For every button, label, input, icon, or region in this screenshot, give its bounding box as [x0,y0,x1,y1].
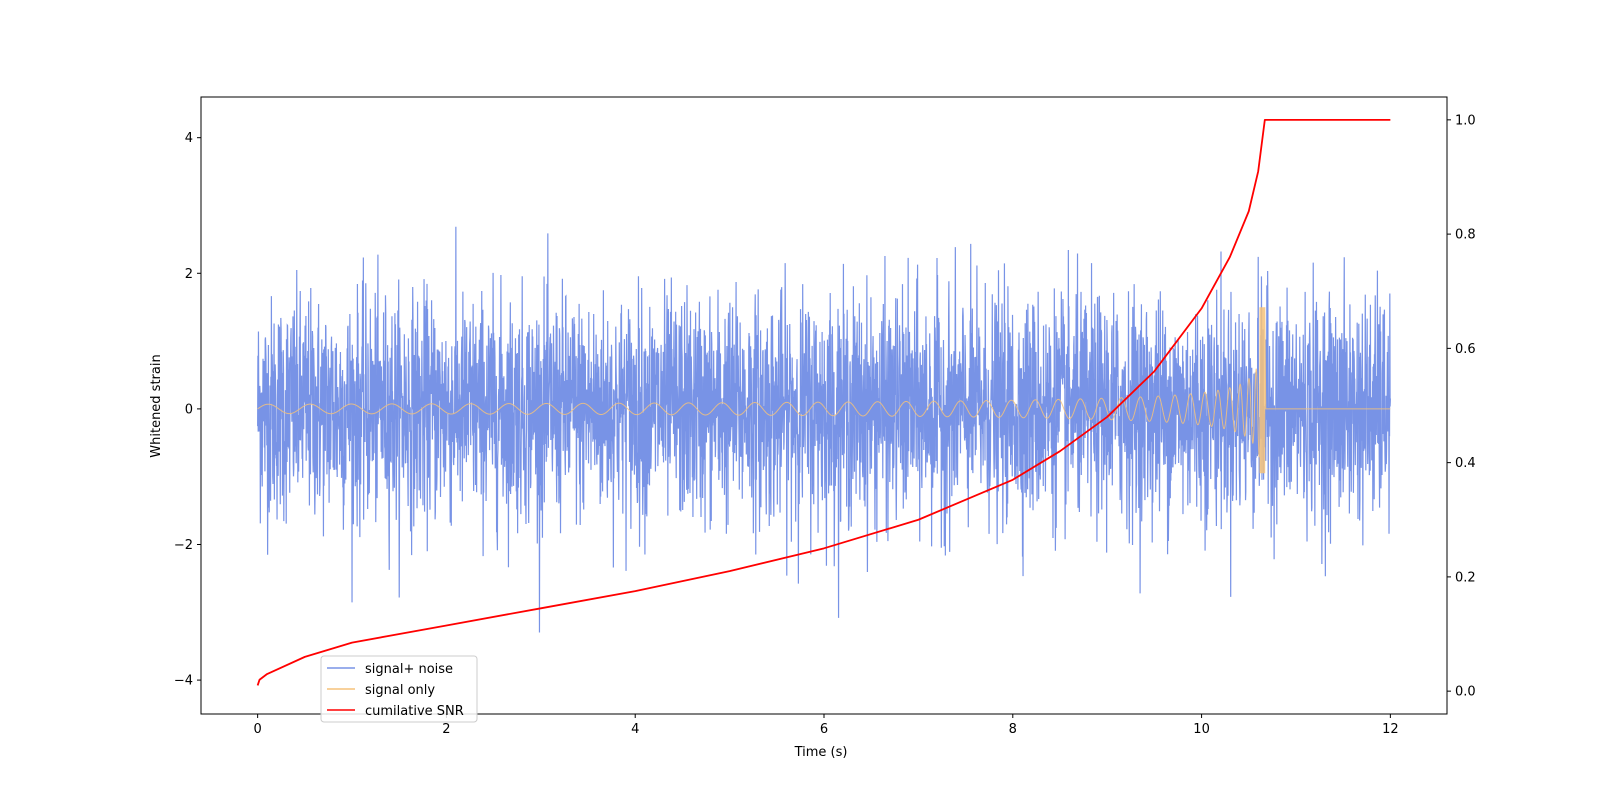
x-tick-label: 12 [1382,722,1399,737]
x-tick-label: 4 [631,722,639,737]
legend-label-signal-noise: signal+ noise [365,662,453,677]
y-axis-right: 0.0 0.2 0.4 0.6 0.8 1.0 [1447,113,1476,700]
x-tick-label: 0 [253,722,261,737]
y2-tick-label: 0.0 [1455,685,1476,700]
y-axis-left: −4 −2 0 2 4 [174,131,201,689]
x-axis-title: Time (s) [794,745,848,760]
series-cumulative-snr [256,118,1391,686]
y-tick-label: −4 [174,674,193,689]
x-tick-label: 6 [820,722,828,737]
y-tick-label: 2 [185,267,193,282]
y-axis-title: Whitened strain [149,354,164,457]
x-axis: 0 2 4 6 8 10 12 [253,714,1399,737]
legend-label-signal-only: signal only [365,683,435,698]
legend: signal+ noise signal only cumilative SNR [320,655,478,723]
x-tick-label: 2 [442,722,450,737]
y-tick-label: 0 [185,402,193,417]
y2-tick-label: 0.4 [1455,456,1476,471]
y2-tick-label: 0.6 [1455,342,1476,357]
y-tick-label: 4 [185,131,193,146]
y-tick-label: −2 [174,538,193,553]
series-signal-only [257,307,1391,474]
y2-tick-label: 0.2 [1455,570,1476,585]
x-tick-label: 10 [1193,722,1210,737]
y2-tick-label: 1.0 [1455,113,1476,128]
x-tick-label: 8 [1009,722,1017,737]
legend-box [320,655,478,723]
y2-tick-label: 0.8 [1455,228,1476,243]
legend-label-cumulative-snr: cumilative SNR [365,704,464,719]
series-layer [256,118,1391,686]
